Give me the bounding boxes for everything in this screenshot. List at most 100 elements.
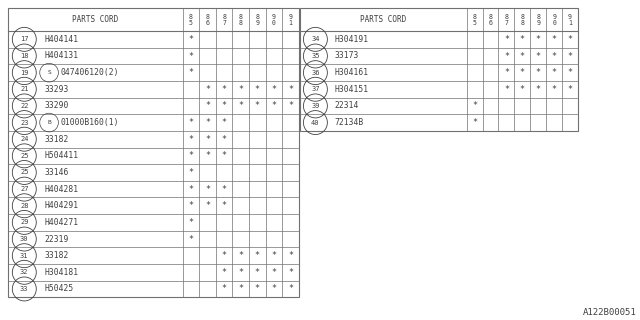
Text: *: * bbox=[536, 52, 541, 60]
Text: *: * bbox=[255, 85, 260, 94]
Text: *: * bbox=[188, 201, 193, 210]
Text: 047406120(2): 047406120(2) bbox=[60, 68, 119, 77]
Text: *: * bbox=[288, 251, 293, 260]
Text: 9
1: 9 1 bbox=[289, 13, 292, 26]
Text: 8
5: 8 5 bbox=[189, 13, 193, 26]
Text: 8
8: 8 8 bbox=[520, 13, 524, 26]
Text: 35: 35 bbox=[311, 53, 319, 59]
Text: H404271: H404271 bbox=[44, 218, 79, 227]
Text: *: * bbox=[205, 185, 210, 194]
Text: 8
7: 8 7 bbox=[222, 13, 226, 26]
Bar bbox=[8, 8, 299, 297]
Text: H404141: H404141 bbox=[44, 35, 79, 44]
Text: H304161: H304161 bbox=[335, 68, 369, 77]
Text: *: * bbox=[221, 101, 227, 110]
Text: 8
9: 8 9 bbox=[536, 13, 540, 26]
Text: *: * bbox=[504, 68, 509, 77]
Text: *: * bbox=[255, 251, 260, 260]
Text: H50425: H50425 bbox=[44, 284, 74, 293]
Text: 33182: 33182 bbox=[44, 135, 68, 144]
Text: *: * bbox=[238, 85, 243, 94]
Text: 8
6: 8 6 bbox=[205, 13, 209, 26]
Text: *: * bbox=[288, 85, 293, 94]
Text: *: * bbox=[221, 268, 227, 277]
Text: *: * bbox=[188, 185, 193, 194]
Text: H404131: H404131 bbox=[44, 52, 79, 60]
Text: 22: 22 bbox=[20, 103, 29, 109]
Text: 25: 25 bbox=[20, 153, 29, 159]
Text: *: * bbox=[221, 135, 227, 144]
Text: 22319: 22319 bbox=[44, 235, 68, 244]
Text: *: * bbox=[221, 151, 227, 160]
Text: 22314: 22314 bbox=[335, 101, 359, 110]
Text: 28: 28 bbox=[20, 203, 29, 209]
Text: *: * bbox=[288, 284, 293, 293]
Text: *: * bbox=[221, 118, 227, 127]
Text: *: * bbox=[504, 35, 509, 44]
Text: 9
1: 9 1 bbox=[568, 13, 572, 26]
Text: 24: 24 bbox=[20, 136, 29, 142]
Text: 34: 34 bbox=[311, 36, 319, 42]
Text: *: * bbox=[205, 85, 210, 94]
Text: *: * bbox=[188, 168, 193, 177]
Text: *: * bbox=[221, 251, 227, 260]
Text: *: * bbox=[238, 101, 243, 110]
Text: *: * bbox=[536, 35, 541, 44]
Text: *: * bbox=[271, 251, 276, 260]
Text: 23: 23 bbox=[20, 120, 29, 125]
Text: PARTS CORD: PARTS CORD bbox=[72, 15, 118, 24]
Text: *: * bbox=[205, 135, 210, 144]
Text: 19: 19 bbox=[20, 70, 29, 76]
Text: 8
9: 8 9 bbox=[255, 13, 259, 26]
Text: 31: 31 bbox=[20, 253, 29, 259]
Text: 9
0: 9 0 bbox=[552, 13, 556, 26]
Text: *: * bbox=[271, 284, 276, 293]
Text: *: * bbox=[188, 235, 193, 244]
Text: *: * bbox=[271, 101, 276, 110]
Text: *: * bbox=[255, 268, 260, 277]
Text: 33290: 33290 bbox=[44, 101, 68, 110]
Text: *: * bbox=[255, 284, 260, 293]
Text: H304181: H304181 bbox=[44, 268, 79, 277]
Text: A122B00051: A122B00051 bbox=[583, 308, 637, 317]
Text: *: * bbox=[568, 52, 572, 60]
Text: H404281: H404281 bbox=[44, 185, 79, 194]
Text: 27: 27 bbox=[20, 186, 29, 192]
Text: *: * bbox=[568, 85, 572, 94]
Text: *: * bbox=[221, 201, 227, 210]
Text: *: * bbox=[205, 151, 210, 160]
Text: 40: 40 bbox=[311, 120, 319, 125]
Text: *: * bbox=[552, 85, 557, 94]
Text: *: * bbox=[472, 118, 477, 127]
Text: 21: 21 bbox=[20, 86, 29, 92]
Text: 9
0: 9 0 bbox=[272, 13, 276, 26]
Text: *: * bbox=[221, 185, 227, 194]
Text: 32: 32 bbox=[20, 269, 29, 275]
Text: *: * bbox=[188, 118, 193, 127]
Text: 37: 37 bbox=[311, 86, 319, 92]
Text: *: * bbox=[472, 101, 477, 110]
Text: *: * bbox=[188, 35, 193, 44]
Text: 8
6: 8 6 bbox=[488, 13, 493, 26]
Text: 8
5: 8 5 bbox=[473, 13, 477, 26]
Text: 72134B: 72134B bbox=[335, 118, 364, 127]
Text: *: * bbox=[520, 52, 525, 60]
Text: *: * bbox=[188, 52, 193, 60]
Text: S: S bbox=[47, 70, 51, 75]
Text: *: * bbox=[552, 35, 557, 44]
Text: *: * bbox=[536, 68, 541, 77]
Text: B: B bbox=[47, 120, 51, 125]
Text: *: * bbox=[552, 68, 557, 77]
Text: *: * bbox=[205, 118, 210, 127]
Text: *: * bbox=[221, 284, 227, 293]
Text: 33173: 33173 bbox=[335, 52, 359, 60]
Text: 8
8: 8 8 bbox=[239, 13, 243, 26]
Text: *: * bbox=[255, 101, 260, 110]
Text: *: * bbox=[520, 68, 525, 77]
Text: *: * bbox=[238, 268, 243, 277]
Text: *: * bbox=[288, 268, 293, 277]
Text: 33146: 33146 bbox=[44, 168, 68, 177]
Text: 30: 30 bbox=[20, 236, 29, 242]
Text: H304191: H304191 bbox=[335, 35, 369, 44]
Text: 18: 18 bbox=[20, 53, 29, 59]
